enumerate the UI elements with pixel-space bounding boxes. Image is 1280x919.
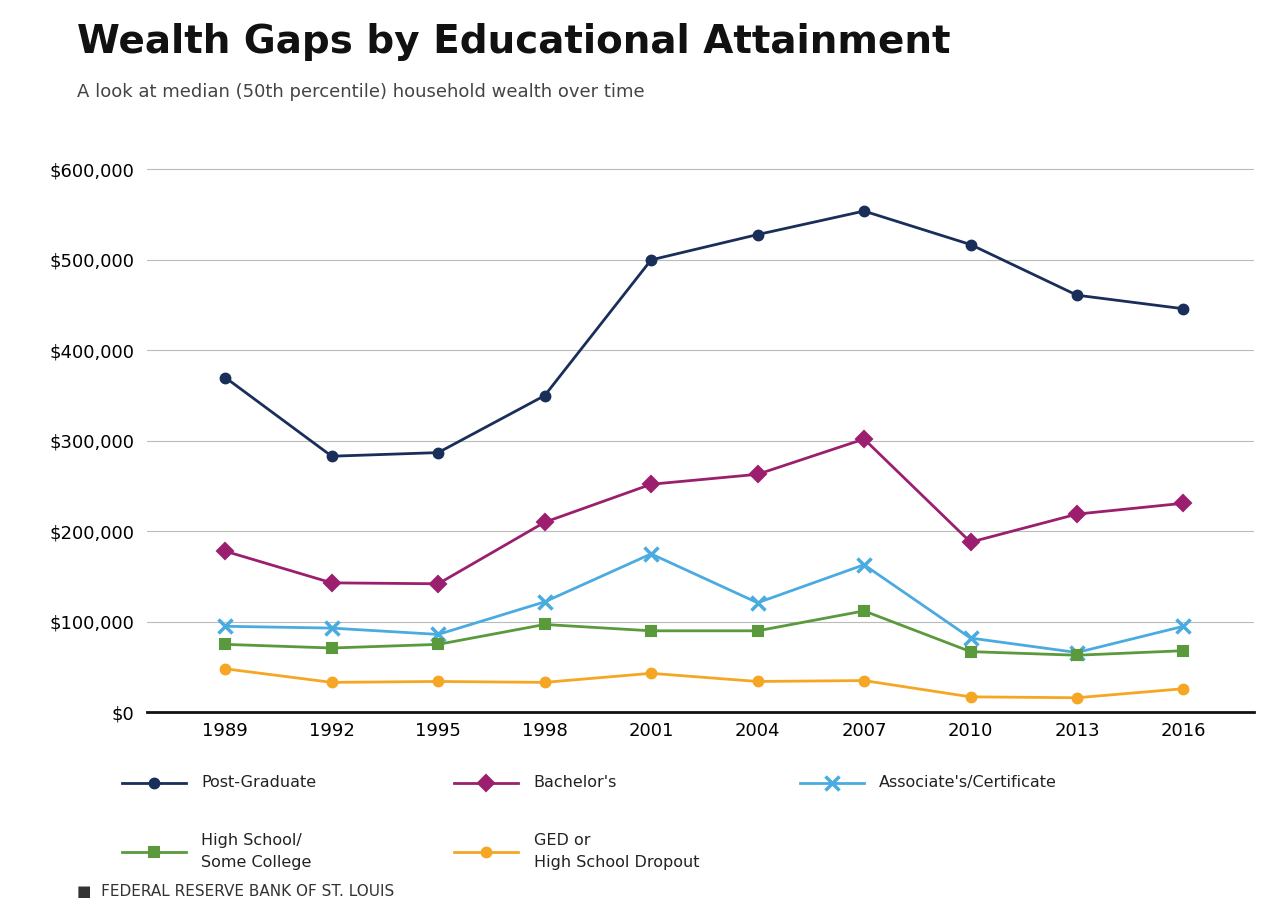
Text: Post-Graduate: Post-Graduate (201, 776, 316, 790)
Text: Associate's/Certificate: Associate's/Certificate (879, 776, 1057, 790)
Text: A look at median (50th percentile) household wealth over time: A look at median (50th percentile) house… (77, 83, 644, 101)
Text: Wealth Gaps by Educational Attainment: Wealth Gaps by Educational Attainment (77, 23, 950, 61)
Text: High School/: High School/ (201, 834, 302, 848)
Text: Bachelor's: Bachelor's (534, 776, 617, 790)
Text: GED or: GED or (534, 834, 590, 848)
Text: ■  FEDERAL RESERVE BANK OF ST. LOUIS: ■ FEDERAL RESERVE BANK OF ST. LOUIS (77, 884, 394, 899)
Text: Some College: Some College (201, 856, 311, 870)
Text: High School Dropout: High School Dropout (534, 856, 699, 870)
